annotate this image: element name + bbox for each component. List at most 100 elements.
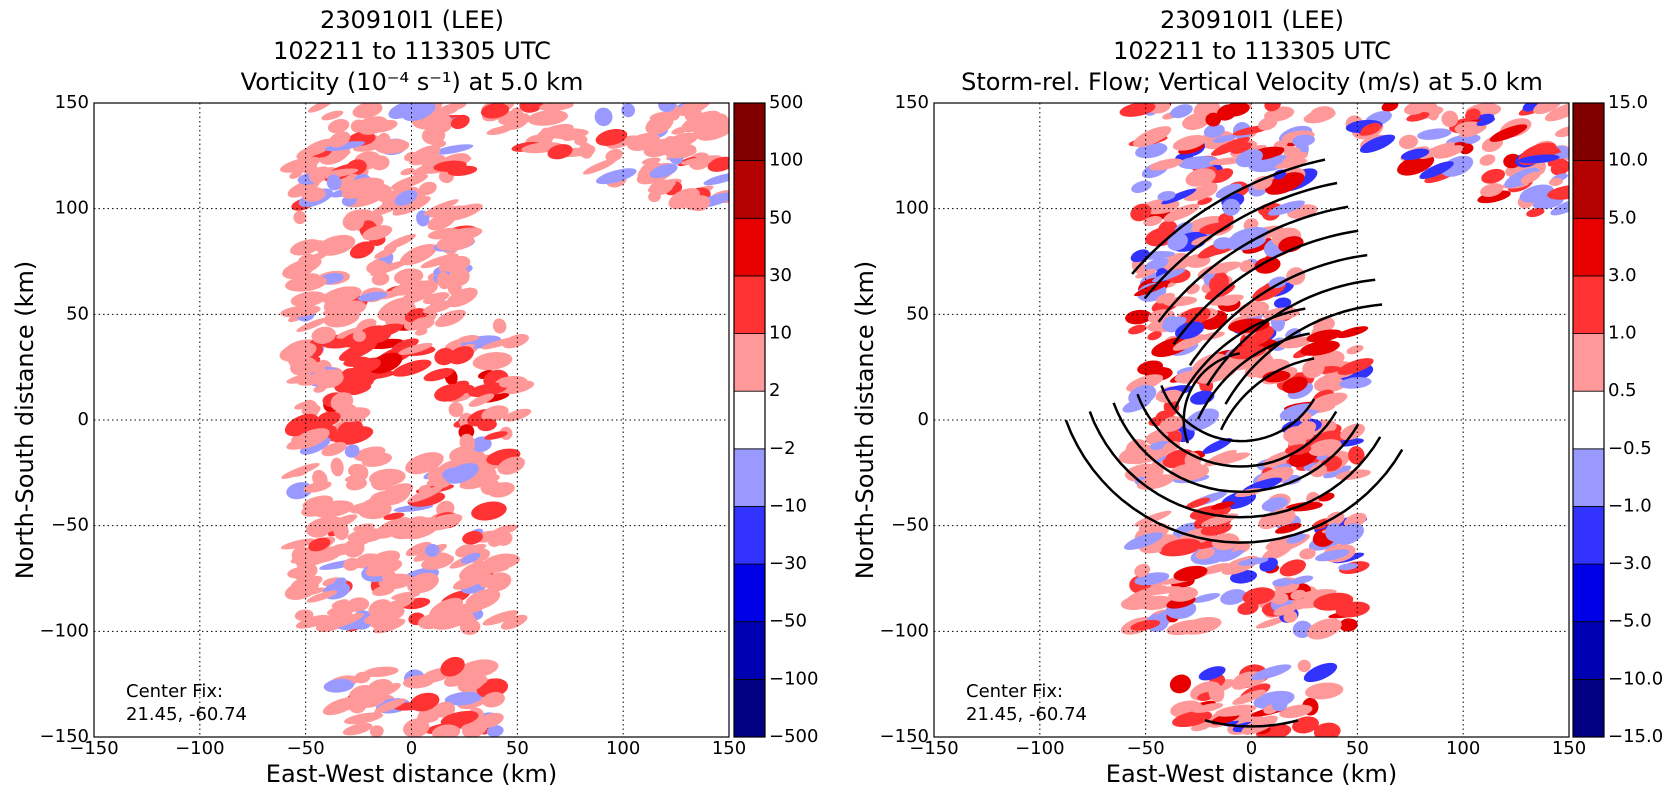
contour-fill bbox=[1185, 168, 1216, 187]
contour-fill bbox=[1302, 358, 1325, 379]
contour-fill bbox=[316, 234, 356, 256]
contour-fill bbox=[357, 291, 388, 302]
streamline bbox=[1112, 402, 1360, 494]
contour-fill bbox=[337, 419, 363, 439]
contour-fill bbox=[354, 671, 371, 684]
contour-fill bbox=[414, 328, 428, 336]
chart-title: 102211 to 113305 UTC bbox=[1113, 37, 1391, 65]
contour-fill bbox=[627, 132, 660, 151]
contour-fill bbox=[1220, 589, 1247, 605]
x-tick-label: −150 bbox=[909, 738, 958, 759]
contour-fill bbox=[400, 167, 415, 176]
contour-fill bbox=[468, 393, 495, 407]
contour-fill bbox=[420, 253, 459, 269]
contour-fill bbox=[1419, 161, 1454, 180]
x-tick-label: −100 bbox=[175, 738, 224, 759]
contour-fill bbox=[1273, 297, 1292, 309]
y-tick-label: 100 bbox=[55, 198, 89, 219]
contour-fill bbox=[423, 368, 454, 382]
contour-fill bbox=[1134, 563, 1151, 578]
contour-fill bbox=[398, 342, 433, 355]
contour-fill bbox=[323, 298, 346, 315]
contour-fill bbox=[442, 384, 475, 396]
contour-fill bbox=[480, 103, 510, 119]
contour-fill bbox=[666, 132, 698, 149]
x-tick-label: −50 bbox=[287, 738, 325, 759]
colorbar-band bbox=[1572, 102, 1605, 162]
contour-fill bbox=[1282, 376, 1308, 394]
contour-fill bbox=[411, 317, 435, 330]
y-tick-label: −100 bbox=[40, 620, 89, 641]
contour-fill bbox=[1137, 360, 1164, 375]
colorbar-label: −0.5 bbox=[1608, 438, 1652, 459]
contour-fill bbox=[1178, 156, 1219, 170]
contour-fill bbox=[383, 512, 405, 521]
contour-fill bbox=[381, 485, 411, 506]
contour-fill bbox=[1195, 547, 1215, 560]
contour-fill bbox=[1265, 172, 1305, 195]
contour-fill bbox=[399, 284, 438, 305]
contour-fill bbox=[1141, 133, 1156, 141]
chart-title: Storm-rel. Flow; Vertical Velocity (m/s)… bbox=[961, 68, 1543, 96]
contour-fill bbox=[300, 547, 328, 566]
colorbar-label: 5.0 bbox=[1608, 207, 1637, 228]
contour-fill bbox=[448, 402, 464, 418]
contour-fill bbox=[594, 107, 613, 127]
contour-fill bbox=[1161, 538, 1202, 557]
contour-fill bbox=[1335, 601, 1370, 618]
contour-fill bbox=[393, 268, 424, 286]
contour-fill bbox=[388, 103, 417, 119]
contour-fill bbox=[1360, 122, 1382, 136]
contour-fill bbox=[1433, 145, 1464, 159]
annotation: 21.45, -60.74 bbox=[126, 704, 247, 725]
contour-fill bbox=[1268, 200, 1305, 216]
colorbar-band bbox=[733, 333, 766, 392]
contour-fill bbox=[290, 577, 319, 596]
colorbar-band bbox=[733, 275, 766, 334]
contour-fill bbox=[1232, 689, 1266, 705]
contour-fill bbox=[450, 114, 470, 130]
contour-fill bbox=[326, 174, 342, 191]
colorbar-label: −500 bbox=[769, 726, 818, 747]
contour-fill bbox=[290, 356, 318, 376]
contour-fill bbox=[1215, 183, 1243, 199]
contour-fill bbox=[462, 531, 483, 545]
contour-fill bbox=[1172, 334, 1207, 351]
contour-fill bbox=[407, 572, 439, 594]
contour-fill bbox=[390, 174, 429, 190]
contour-fill bbox=[500, 614, 528, 630]
x-tick-label: 100 bbox=[1446, 738, 1480, 759]
contour-fill bbox=[1309, 463, 1328, 478]
contour-fill bbox=[536, 123, 574, 140]
contour-fill bbox=[482, 692, 505, 708]
contour-fill bbox=[1158, 220, 1178, 237]
contour-fill bbox=[1212, 134, 1236, 143]
x-tick-label: 150 bbox=[1552, 738, 1586, 759]
contour-fill bbox=[1125, 439, 1148, 457]
chart-title: 102211 to 113305 UTC bbox=[273, 37, 551, 65]
contour-fill bbox=[1173, 565, 1208, 582]
contour-fill bbox=[1476, 117, 1495, 126]
contour-fill bbox=[1254, 256, 1281, 274]
contour-fill bbox=[1305, 682, 1344, 700]
contour-fill bbox=[315, 611, 353, 633]
contour-fill bbox=[1255, 616, 1287, 629]
x-tick-label: −100 bbox=[1015, 738, 1064, 759]
contour-fill bbox=[1172, 135, 1207, 151]
contour-fill bbox=[1155, 292, 1175, 304]
contour-fill bbox=[427, 467, 448, 485]
contour-fill bbox=[403, 718, 430, 737]
contour-fill bbox=[363, 666, 399, 678]
contour-fill bbox=[1185, 497, 1211, 509]
colorbar-band bbox=[1572, 390, 1605, 450]
contour-fill bbox=[429, 597, 464, 620]
contour-fill bbox=[1271, 147, 1285, 157]
contour-fill bbox=[290, 291, 327, 307]
contour-fill bbox=[317, 411, 341, 424]
contour-fill bbox=[1222, 103, 1250, 117]
contour-fill bbox=[471, 436, 492, 453]
contour-fill bbox=[1147, 331, 1162, 341]
contour-fill bbox=[448, 267, 470, 286]
contour-fill bbox=[1308, 439, 1342, 457]
